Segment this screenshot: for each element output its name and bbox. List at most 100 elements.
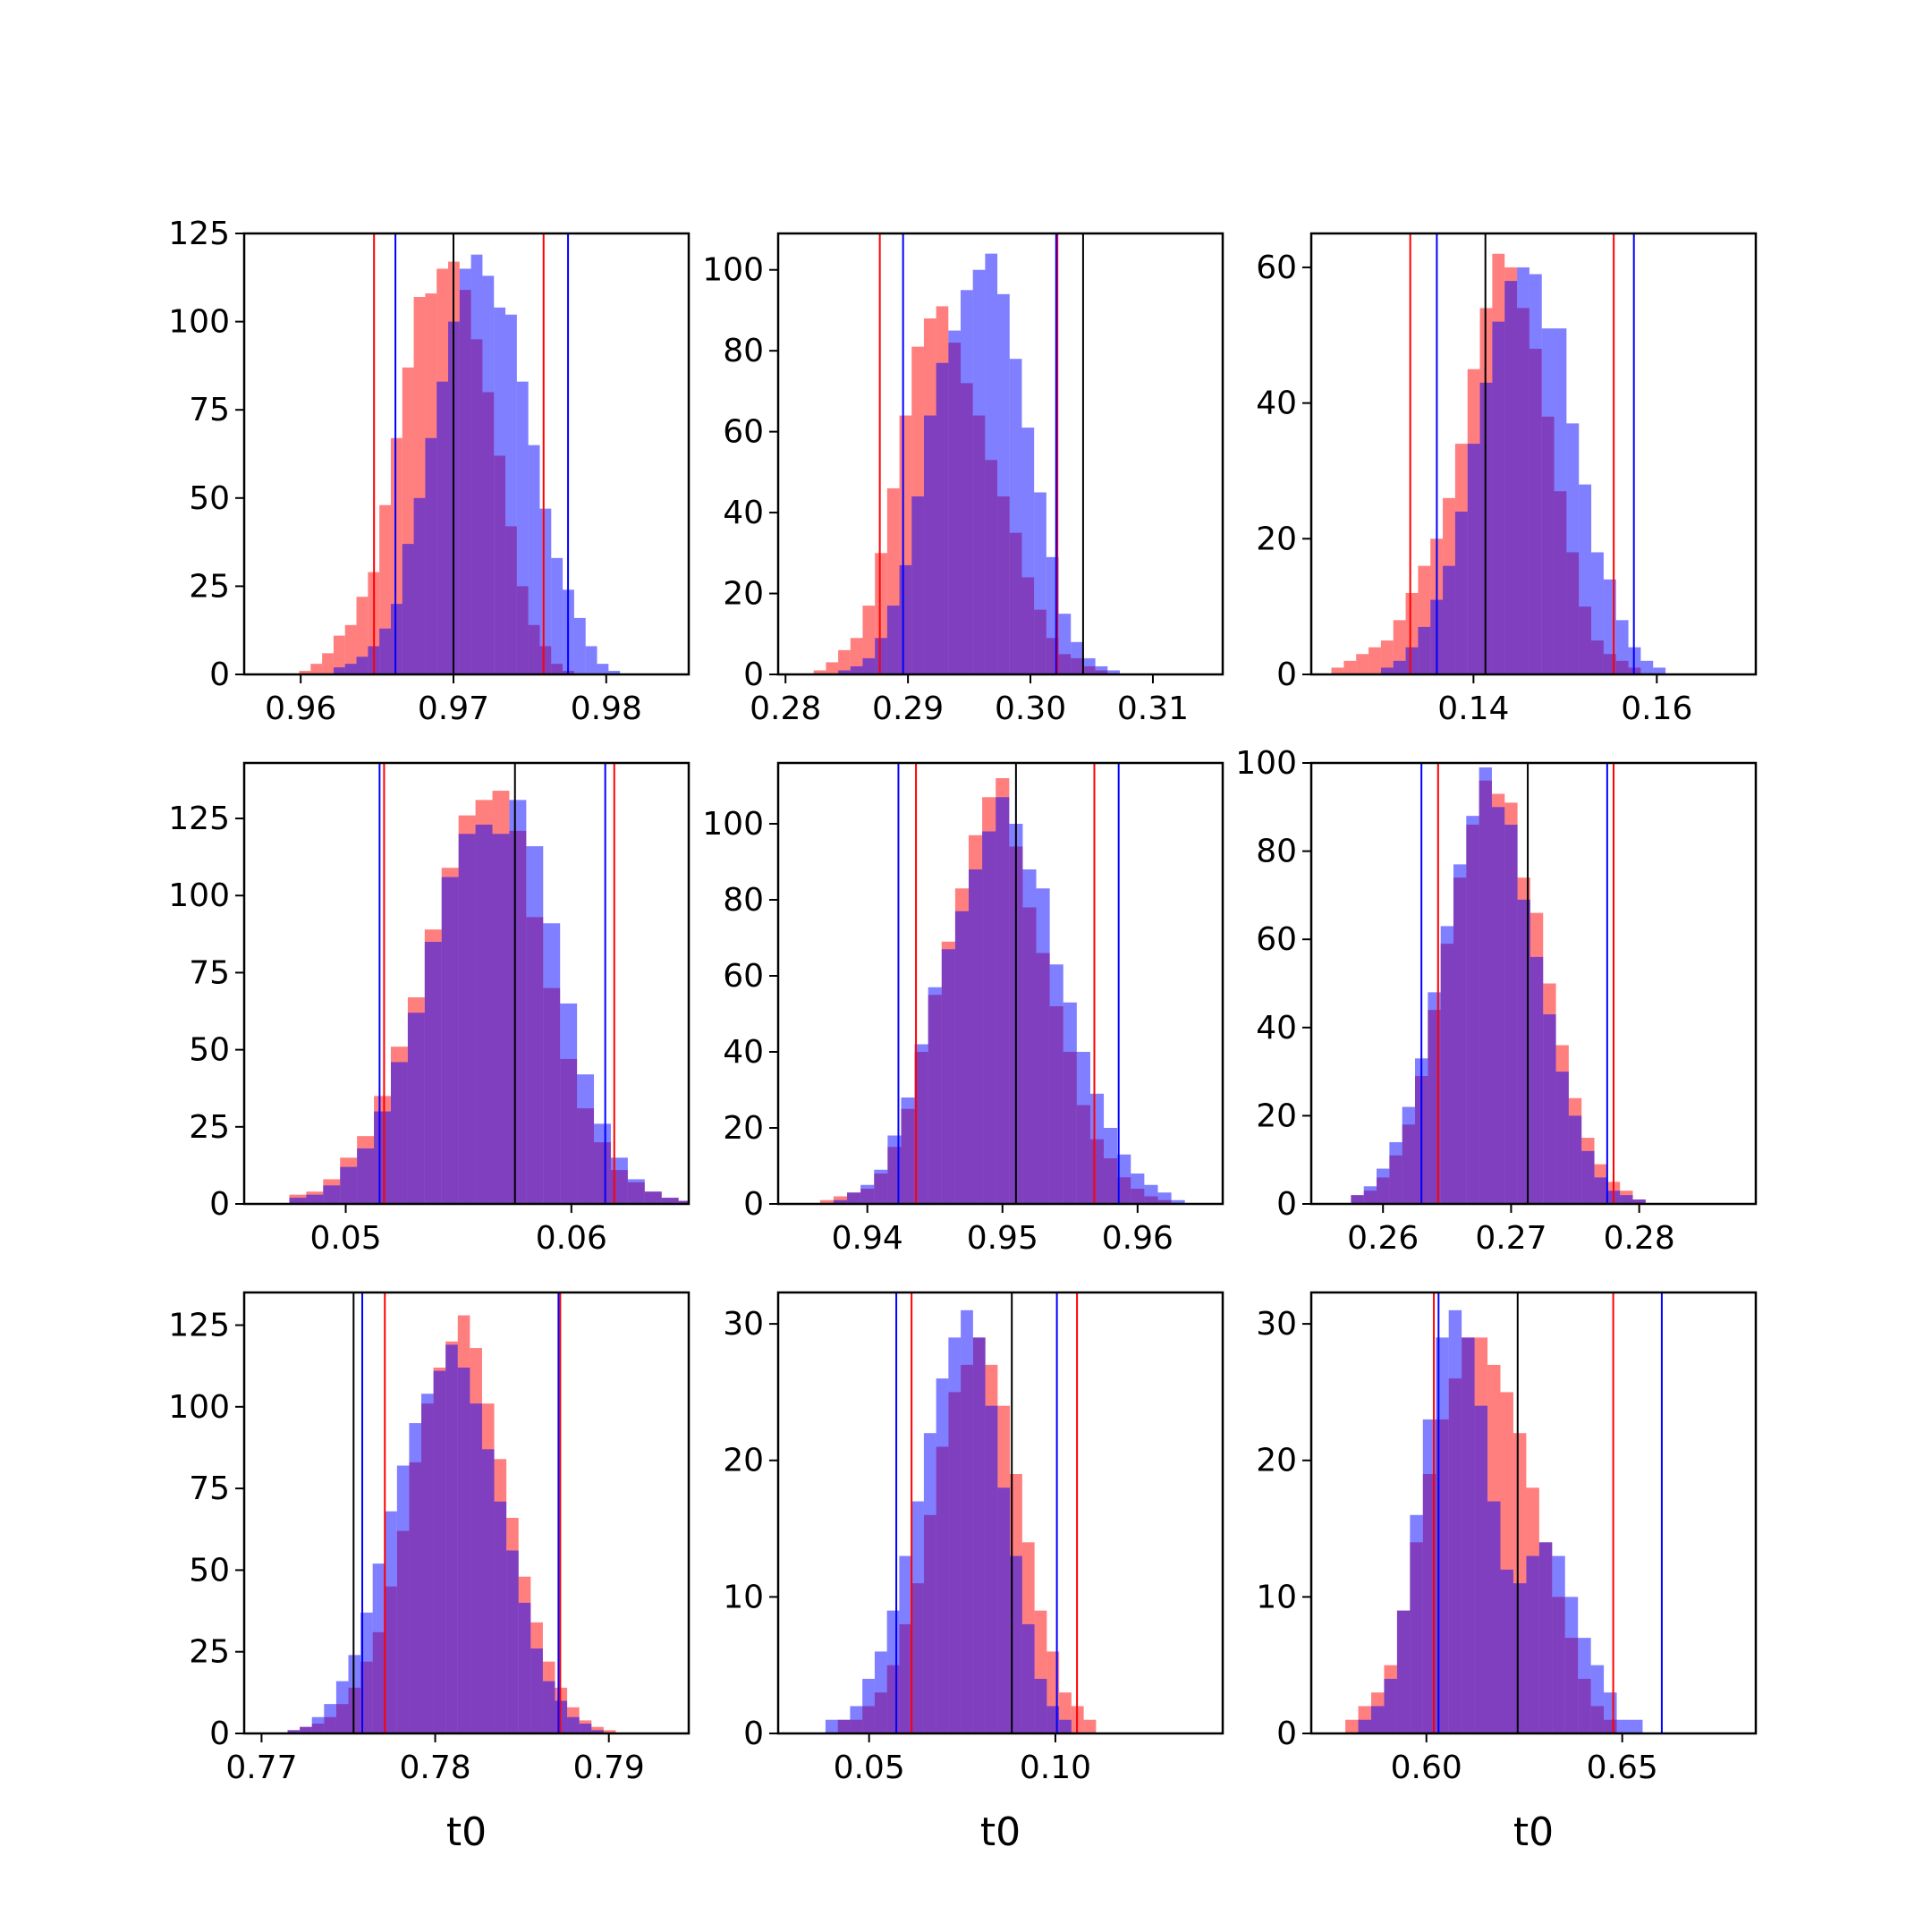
y-tick-label: 0: [743, 657, 764, 693]
y-tick-label: 10: [723, 1579, 764, 1615]
blue-histogram-bar: [413, 497, 426, 674]
histogram-panel: 0.60 0.65 0 10 20 30 t0: [1256, 1291, 1758, 1855]
blue-histogram-bar: [335, 1681, 349, 1733]
red-histogram-bar: [838, 649, 851, 674]
blue-histogram-bar: [324, 1704, 336, 1733]
blue-histogram-bar: [1578, 1638, 1591, 1733]
histogram-panel: 0.96 0.97 0.98 0 25 50 75 100 125: [168, 216, 691, 727]
blue-histogram-bar: [530, 1648, 543, 1733]
blue-histogram-bar: [1517, 267, 1530, 674]
y-tick-label: 80: [1256, 834, 1297, 870]
y-tick-label: 0: [1276, 657, 1297, 693]
blue-histogram-bar: [542, 1681, 555, 1733]
blue-histogram-bar: [509, 800, 527, 1204]
red-histogram-bar: [356, 597, 369, 674]
x-tick-label: 0.14: [1437, 691, 1509, 727]
y-tick-label: 30: [1256, 1306, 1297, 1343]
blue-histogram-bar: [1022, 869, 1037, 1204]
blue-histogram-bar: [567, 1716, 580, 1733]
blue-histogram-bar: [1009, 359, 1022, 674]
blue-histogram-bar: [1144, 1184, 1158, 1204]
blue-histogram-bar: [1380, 667, 1394, 674]
blue-histogram-bar: [1513, 1583, 1527, 1733]
blue-histogram-bar: [1653, 667, 1666, 674]
blue-histogram-bar: [928, 987, 942, 1204]
blue-histogram-bar: [1107, 670, 1120, 674]
x-tick-label: 0.78: [399, 1750, 470, 1786]
plot-area: [289, 763, 689, 1204]
blue-histogram-bar: [1479, 767, 1492, 1204]
blue-histogram-bar: [1443, 565, 1455, 674]
blue-histogram-bar: [911, 496, 924, 674]
blue-histogram-bar: [1616, 1719, 1631, 1733]
blue-histogram-bar: [1630, 1719, 1643, 1733]
blue-histogram-bar: [482, 275, 495, 674]
blue-histogram-bar: [1462, 1337, 1475, 1733]
blue-histogram-bar: [860, 1184, 875, 1204]
blue-histogram-bar: [961, 290, 973, 674]
plot-area: [819, 763, 1185, 1204]
y-tick-label: 60: [723, 414, 764, 451]
red-histogram-bar: [1083, 1719, 1097, 1733]
blue-histogram-bar: [969, 869, 983, 1204]
x-tick-label: 0.96: [1102, 1220, 1174, 1257]
y-tick-label: 25: [189, 568, 230, 605]
blue-histogram-bar: [1351, 1195, 1364, 1204]
axes-frame: [776, 761, 1224, 1206]
blue-histogram-bar: [1491, 807, 1505, 1204]
y-tick-label: 50: [189, 1032, 230, 1069]
blue-histogram-bar: [985, 1405, 998, 1733]
x-tick-label: 0.60: [1391, 1750, 1462, 1786]
red-histogram-bar: [1356, 654, 1369, 674]
y-tick-label: 0: [743, 1186, 764, 1223]
blue-histogram-bar: [1058, 614, 1072, 674]
blue-histogram-bar: [585, 646, 597, 674]
y-tick-label: 50: [189, 1552, 230, 1589]
y-tick-label: 20: [723, 1110, 764, 1147]
blue-histogram-bar: [506, 1550, 519, 1733]
blue-histogram-bar: [1604, 1692, 1617, 1733]
x-tick-label: 0.28: [1604, 1220, 1675, 1257]
blue-histogram-bar: [344, 664, 357, 674]
x-tick-label: 0.95: [967, 1220, 1038, 1257]
red-histogram-bar: [826, 662, 839, 674]
blue-histogram-bar: [385, 1511, 397, 1733]
x-axis-label: t0: [1513, 1809, 1554, 1855]
red-histogram-bar: [1368, 647, 1381, 674]
blue-histogram-bar: [914, 1044, 928, 1204]
blue-histogram-bar: [982, 831, 996, 1204]
blue-histogram-bar: [433, 1370, 446, 1733]
blue-histogram-bar: [1418, 626, 1431, 674]
blue-histogram-bar: [948, 1337, 962, 1733]
blue-histogram-bar: [1448, 1309, 1462, 1733]
blue-histogram-bar: [396, 1465, 410, 1733]
axes-frame: [776, 232, 1224, 676]
blue-histogram-bar: [997, 293, 1010, 674]
x-tick-label: 0.65: [1587, 1750, 1658, 1786]
axes-frame: [1309, 1291, 1758, 1735]
x-tick-label: 0.10: [1020, 1750, 1091, 1786]
y-tick-label: 0: [1276, 1716, 1297, 1752]
blue-histogram-bar: [833, 1199, 848, 1204]
blue-histogram-bar: [1552, 1555, 1565, 1733]
y-tick-label: 40: [723, 495, 764, 531]
blue-histogram-bar: [1543, 1014, 1556, 1204]
blue-histogram-bar: [1095, 665, 1108, 674]
red-histogram-bar: [299, 671, 311, 674]
blue-histogram-bar: [1370, 1706, 1385, 1733]
blue-histogram-bar: [424, 941, 442, 1204]
blue-histogram-bar: [923, 415, 936, 674]
blue-histogram-bar: [1615, 620, 1629, 674]
blue-histogram-bar: [838, 670, 851, 674]
x-tick-label: 0.16: [1621, 691, 1692, 727]
blue-histogram-bar: [528, 445, 540, 674]
blue-histogram-bar: [1530, 956, 1544, 1204]
blue-histogram-bar: [1384, 1678, 1397, 1733]
blue-histogram-bar: [1071, 641, 1083, 674]
y-tick-label: 25: [189, 1634, 230, 1671]
blue-histogram-bar: [825, 1719, 838, 1733]
blue-histogram-bar: [357, 1148, 375, 1204]
blue-histogram-bar: [1076, 1052, 1090, 1204]
plot-area: [1351, 763, 1646, 1204]
blue-histogram-bar: [1492, 321, 1505, 674]
